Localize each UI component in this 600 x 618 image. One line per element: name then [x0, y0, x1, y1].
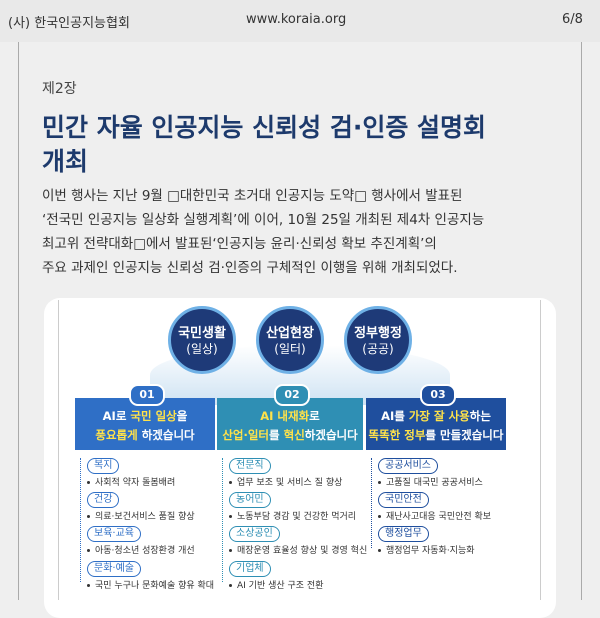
column-header	[217, 398, 363, 450]
circle-label: 산업현장	[266, 326, 314, 341]
circle	[256, 306, 324, 374]
item-bullet	[87, 584, 90, 587]
margin-line	[581, 42, 582, 600]
number-badge: 03	[420, 384, 456, 406]
item-bullet	[87, 549, 90, 552]
body-line: 최고위 전략대화□에서 발표된‘인공지능 윤리·신뢰성 확보 추진계획’의	[42, 236, 437, 252]
item-desc: 사회적 약자 돌봄배려	[95, 478, 176, 488]
item-bullet	[87, 481, 90, 484]
item-bullet	[229, 584, 232, 587]
headline-segment: 똑똑한 정부	[368, 428, 426, 442]
title: 개최	[42, 147, 89, 176]
headline-segment: 를 만들겠습니다	[425, 428, 504, 442]
item-tag: 문화·예술	[87, 561, 141, 577]
headline-segment: AI를	[381, 409, 409, 423]
headline-line: AI 내재화로	[217, 408, 363, 424]
item-desc: 업무 보조 및 서비스 질 향상	[237, 478, 343, 488]
headline-segment: 하겠습니다	[304, 428, 358, 442]
headline-segment: 국민 일상	[130, 409, 177, 423]
headline-segment: 를	[269, 428, 284, 442]
circle-label: 국민생활	[178, 326, 226, 341]
item-tag: 국민안전	[378, 492, 429, 508]
item-tag: 공공서비스	[378, 458, 438, 474]
item-desc: 국민 누구나 문화예술 향유 확대	[95, 581, 215, 591]
headline-segment: 하는	[469, 409, 491, 423]
body-line: 이번 행사는 지난 9월 □대한민국 초거대 인공지능 도약□ 행사에서 발표된	[42, 188, 463, 204]
headline-segment: 산업·일터	[222, 428, 270, 442]
chapter: 제2장	[42, 81, 77, 97]
header-bar	[0, 0, 600, 42]
item-bullet	[229, 515, 232, 518]
headline-segment: AI로	[102, 409, 131, 423]
item-desc: 매장운영 효율성 향상 및 경영 혁신	[237, 546, 368, 556]
number-badge: 01	[129, 384, 165, 406]
item-tag: 복지	[87, 458, 120, 474]
item-tag: 보육·교육	[87, 526, 141, 542]
margin-line	[18, 42, 19, 600]
item-bullet	[378, 549, 381, 552]
headline-segment: 풍요롭게	[95, 428, 138, 442]
item-tag: 소상공인	[229, 526, 280, 542]
circle-sub: (일상)	[186, 342, 218, 356]
circle-sub: (일터)	[274, 342, 306, 356]
connector	[80, 458, 81, 582]
site-url: www.koraia.org	[246, 12, 347, 27]
item-tag: 건강	[87, 492, 120, 508]
headline-line: AI로 국민 일상을	[75, 408, 215, 424]
title: 민간 자율 인공지능 신뢰성 검·인증 설명회	[42, 113, 487, 142]
connector	[222, 458, 223, 582]
column-header	[366, 398, 506, 450]
page-number: 6/8	[562, 12, 583, 27]
headline-segment: 로	[309, 409, 320, 423]
body-line: ‘전국민 인공지능 일상화 실행계획’에 이어, 10월 25일 개최된 제4차…	[42, 212, 485, 228]
item-desc: 의료·보건서비스 품질 향상	[95, 512, 195, 522]
item-bullet	[378, 515, 381, 518]
item-bullet	[229, 481, 232, 484]
circle	[344, 306, 412, 374]
item-desc: 아동·청소년 성장환경 개선	[95, 546, 195, 556]
item-tag: 기업체	[229, 561, 271, 577]
item-bullet	[378, 481, 381, 484]
headline-line: 산업·일터를 혁신하겠습니다	[217, 427, 363, 443]
headline-segment: 하겠습니다	[137, 428, 195, 442]
item-tag: 농어민	[229, 492, 271, 508]
headline-segment: 혁신	[283, 428, 305, 442]
figure-border	[540, 300, 541, 600]
column-header	[75, 398, 215, 450]
body-line: 주요 과제인 인공지능 신뢰성 검·인증의 구체적인 이행을 위해 개최되었다.	[42, 260, 458, 276]
item-bullet	[229, 549, 232, 552]
circle-sub: (공공)	[362, 342, 394, 356]
item-desc: 노동부담 경감 및 건강한 먹거리	[237, 512, 357, 522]
circle	[168, 306, 236, 374]
connector	[371, 458, 372, 548]
headline-line: AI를 가장 잘 사용하는	[366, 408, 506, 424]
headline-line: 똑똑한 정부를 만들겠습니다	[366, 427, 506, 443]
item-desc: AI 기반 생산 구조 전환	[237, 581, 324, 591]
headline-line: 풍요롭게 하겠습니다	[75, 427, 215, 443]
figure-border	[58, 300, 59, 600]
headline-segment: 을	[176, 409, 188, 423]
headline-segment: 가장 잘 사용	[408, 409, 470, 423]
headline-segment: AI 내재화	[260, 409, 310, 423]
item-desc: 행정업무 자동화·지능화	[386, 546, 475, 556]
item-desc: 고품질 대국민 공공서비스	[386, 478, 483, 488]
item-tag: 전문직	[229, 458, 271, 474]
item-tag: 행정업무	[378, 526, 429, 542]
item-bullet	[87, 515, 90, 518]
item-desc: 재난사고대응 국민안전 확보	[386, 512, 492, 522]
org-name: (사) 한국인공지능협회	[8, 16, 130, 31]
number-badge: 02	[274, 384, 310, 406]
circle-label: 정부행정	[354, 326, 402, 341]
